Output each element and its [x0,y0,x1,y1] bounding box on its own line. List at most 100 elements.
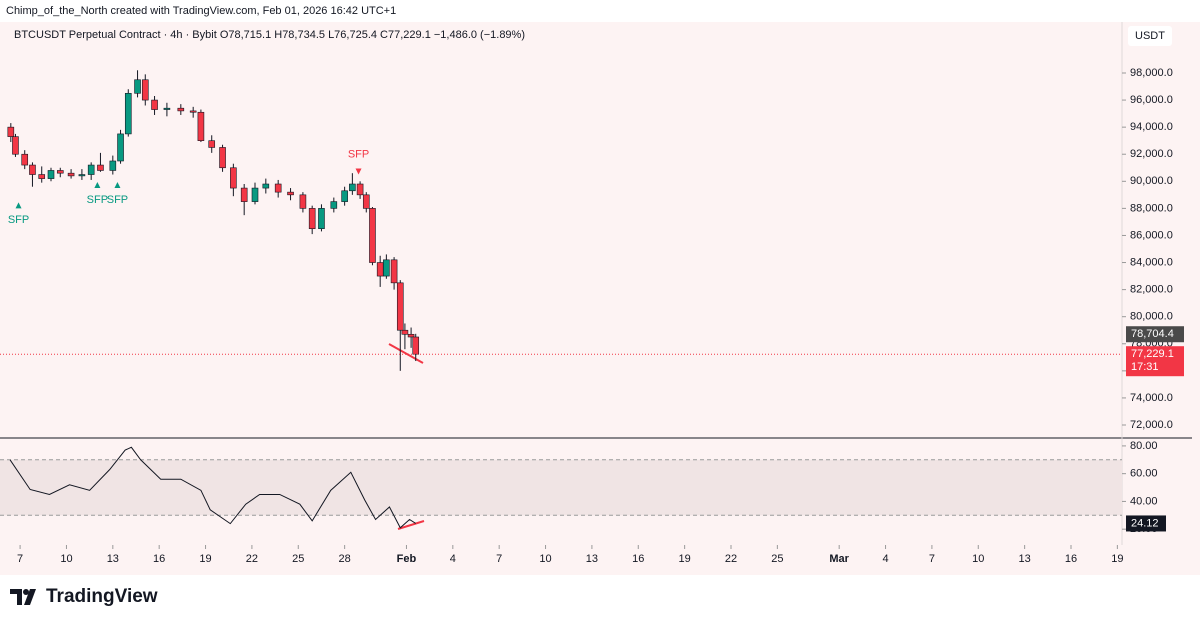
candle-body [197,111,205,141]
y-tick-label: 74,000.0 [1130,392,1173,404]
y-tick-label: 80.00 [1130,440,1158,452]
candle-body [67,172,75,177]
candle-body [230,167,237,189]
x-tick-label: 7 [17,553,23,565]
x-tick-label: 7 [496,553,502,565]
candle-body [109,160,117,171]
price-label-box [1126,326,1184,343]
candle-body [7,126,15,137]
logo [10,589,36,605]
sfp-label: SFP [348,148,369,160]
x-tick-label: 4 [882,553,888,565]
x-tick-label: 25 [771,553,783,565]
candle-body [56,170,64,174]
y-tick-label: 86,000.0 [1130,229,1173,241]
x-tick-label: 7 [929,553,935,565]
x-tick-label: 22 [246,553,258,565]
candle-body [251,187,259,202]
x-tick-label: 19 [679,553,691,565]
x-tick-label: 4 [450,553,456,565]
candle-body [396,282,404,331]
sfp-label: SFP [107,194,128,206]
y-tick-label: 80,000.0 [1130,311,1173,323]
candle-body [208,140,216,148]
x-tick-label: 16 [632,553,644,565]
x-tick-label: 19 [199,553,211,565]
rsi-value: 24.12 [1131,517,1159,529]
candle-body [141,79,149,101]
x-tick-label: 10 [539,553,551,565]
sfp-marker [15,202,22,209]
y-tick-label: 88,000.0 [1130,202,1173,214]
y-tick-label: 90,000.0 [1130,175,1173,187]
candle-body [124,92,132,135]
candle-body [318,208,325,229]
rsi-band [0,459,1122,516]
candle-body [38,174,46,179]
currency-button[interactable] [1128,26,1172,46]
candle-body [151,99,158,110]
candle-body [163,107,171,110]
y-tick-label: 72,000.0 [1130,419,1173,431]
divergence-line [397,520,425,530]
candle-body [177,107,185,112]
candle-body [287,191,294,196]
sfp-label: SFP [87,194,108,206]
x-tick-label: 13 [1019,553,1031,565]
candle-body [356,183,364,196]
y-tick-label: 92,000.0 [1130,148,1173,160]
candle-body [97,164,104,171]
x-tick-label: 22 [725,553,737,565]
footer: TradingView [0,575,1200,619]
candle-body [376,262,384,277]
candle-body [407,333,415,338]
candle-body [299,194,307,209]
sfp-marker [355,168,362,175]
sfp-marker [114,182,121,189]
candle-body [274,183,282,193]
divergence-line [388,343,424,364]
candle-body [383,259,390,277]
candle-body [362,194,370,209]
x-tick-label: 19 [1111,553,1123,565]
candle-body [401,329,409,335]
price-label: 78,704.4 [1131,328,1174,340]
candle-body [330,201,338,209]
chart: BTCUSDT Perpetual Contract · 4h · Bybit … [0,22,1200,575]
candle-body [78,174,86,177]
x-tick-label: 28 [339,553,351,565]
y-tick-label: 40.00 [1130,495,1158,507]
y-tick-label: 94,000.0 [1130,121,1173,133]
x-tick-label: 25 [292,553,304,565]
x-tick-label: Mar [829,553,849,565]
x-tick-label: Feb [397,553,417,565]
y-tick-label: 60.00 [1130,468,1158,480]
price-label: 77,229.1 [1131,348,1174,360]
credit-bar: Chimp_of_the_North created with TradingV… [0,0,1200,22]
x-tick-label: 10 [60,553,72,565]
candle-body [341,190,348,202]
y-tick-label: 98,000.0 [1130,67,1173,79]
candle-body [219,147,226,169]
credit: Chimp_of_the_North created with TradingV… [6,5,397,17]
candle-body [21,153,29,166]
candle-body [117,133,124,162]
candle-body [29,164,36,175]
legend: BTCUSDT Perpetual Contract · 4h · Bybit … [14,29,525,41]
candle-body [390,259,398,284]
y-tick-label: 84,000.0 [1130,256,1173,268]
candle-body [87,164,95,175]
rsi-value-box [1126,515,1166,532]
sfp-label: SFP [8,214,29,226]
x-tick-label: 16 [1065,553,1077,565]
candle-body [12,136,19,155]
x-tick-label: 16 [153,553,165,565]
candle-body [308,208,316,229]
candle-body [134,79,141,94]
candle-body [349,183,356,192]
candle-body [369,208,376,263]
x-tick-label: 13 [586,553,598,565]
candle-body [189,110,197,113]
price-label-box [1126,346,1184,377]
